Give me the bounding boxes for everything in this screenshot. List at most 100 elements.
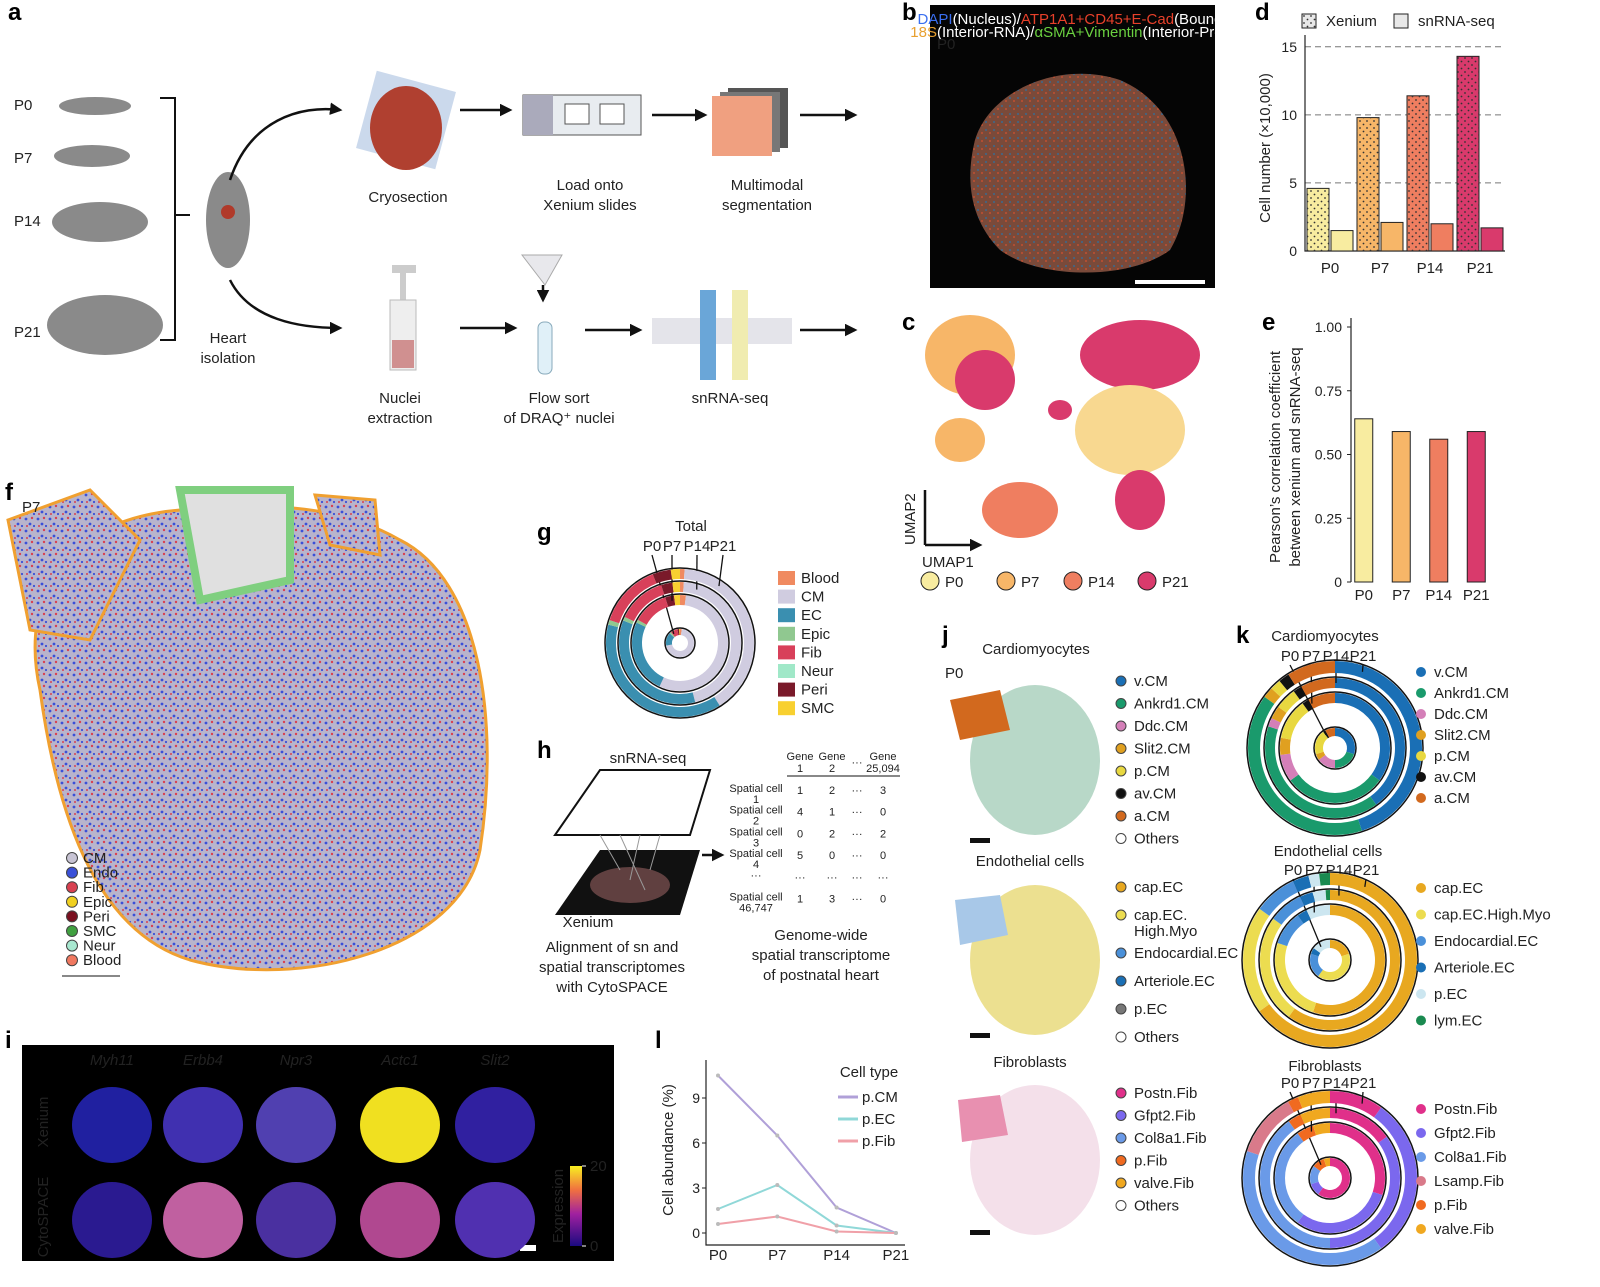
donut-segment — [1313, 1158, 1327, 1171]
legend-swatch — [1115, 1200, 1127, 1211]
y-axis-label: Cell abundance (%) — [660, 1084, 677, 1216]
expression-map — [72, 1087, 152, 1163]
donut-segment — [1335, 693, 1390, 781]
donut-segment — [1335, 678, 1405, 805]
donut-segment — [1315, 751, 1326, 760]
donut-segment — [618, 620, 696, 704]
table-header: Gene — [787, 751, 814, 763]
donut-segment — [1273, 896, 1305, 925]
legend-label: Gfpt2.Fib — [1134, 1108, 1196, 1125]
legend-label: Peri — [801, 682, 828, 699]
donut-segment — [631, 622, 664, 687]
point — [834, 1223, 839, 1228]
legend-label: Blood — [801, 570, 839, 587]
legend-label: Others — [1134, 831, 1179, 848]
legend-swatch — [1115, 698, 1127, 709]
donut-segment — [1325, 890, 1330, 901]
point — [716, 1207, 720, 1211]
ring-outline — [1273, 903, 1387, 1017]
y-tick-label: 0 — [1334, 574, 1342, 590]
panel-a-graphics — [47, 70, 858, 380]
donut-segment — [661, 582, 674, 595]
donut-segment — [677, 629, 680, 636]
panel-letter: j — [941, 622, 949, 649]
legend-swatch — [778, 664, 795, 678]
legend-label: Gfpt2.Fib — [1434, 1125, 1496, 1142]
legend-swatch — [1115, 743, 1127, 754]
x-tick-label: P14 — [1425, 587, 1452, 604]
umap-axes — [923, 490, 980, 545]
legend-label: Ankrd1.CM — [1434, 685, 1509, 702]
x-tick-label: P7 — [1392, 587, 1410, 604]
donut-segment — [1259, 881, 1299, 916]
table-cell: ··· — [852, 872, 863, 884]
legend-swatch — [66, 895, 78, 908]
step-label: extraction — [367, 410, 432, 427]
ring-outline — [1308, 1156, 1352, 1200]
donut-segment — [1247, 1101, 1294, 1155]
donut-segment — [1293, 686, 1307, 700]
ring-label: P0 — [643, 538, 661, 555]
ring-outline — [617, 580, 743, 706]
x-tick-label: P7 — [768, 1247, 786, 1264]
legend-label: Fib — [801, 644, 822, 661]
donut-segment — [652, 569, 672, 584]
legend-swatch — [1416, 667, 1426, 677]
donut-segment — [1330, 1091, 1382, 1118]
legend-swatch — [778, 682, 795, 697]
y-tick-label: 0 — [692, 1225, 700, 1241]
expression-map — [360, 1087, 440, 1163]
label: P0 — [945, 665, 963, 682]
label: spatial transcriptomes — [539, 959, 685, 976]
donut-segment — [1264, 688, 1281, 704]
legend-swatch — [1416, 989, 1426, 999]
donut-segment — [1278, 691, 1300, 713]
caption-part: DAPI — [918, 11, 953, 28]
donut-segment — [1297, 910, 1311, 924]
caption-part: (Boundary)/ — [1174, 11, 1253, 28]
group-title: Cardiomyocytes — [982, 641, 1090, 658]
donut-segment — [1312, 890, 1327, 902]
legend-label: p.Fib — [1134, 1153, 1167, 1170]
bar-hatch — [1307, 188, 1329, 251]
donut-segment — [659, 595, 729, 691]
ring-label: P21 — [1350, 648, 1377, 665]
caption-part: 18S — [910, 24, 937, 41]
legend-swatch — [1416, 688, 1426, 698]
donut-segment — [665, 595, 676, 607]
legend-label: Endocardial.EC — [1134, 945, 1238, 962]
step-label: Flow sort — [529, 390, 591, 407]
point — [775, 1133, 780, 1138]
ring-outline — [630, 593, 730, 693]
donut-segment — [684, 569, 755, 706]
label: Cell type — [840, 1064, 898, 1081]
row-label: Spatial cell — [729, 848, 782, 860]
y-tick-label: 0 — [1289, 243, 1297, 259]
legend-label: P0 — [945, 574, 963, 591]
donut-segment — [1292, 875, 1312, 893]
legend-label: p.CM — [862, 1089, 898, 1106]
legend-swatch — [1416, 1152, 1426, 1162]
legend-label: Arteriole.EC — [1134, 973, 1215, 990]
caption-part: (Nucleus)/ — [953, 11, 1022, 28]
legend-swatch — [1416, 730, 1426, 740]
donut-segment — [1275, 943, 1317, 1013]
ring-label: P7 — [1302, 648, 1320, 665]
legend-swatch — [1115, 1155, 1127, 1166]
table-cell: 3 — [880, 785, 886, 797]
donut-segment — [1309, 953, 1323, 977]
donut-segment — [1310, 948, 1321, 957]
label: Expression — [550, 1169, 567, 1243]
table-cell: 2 — [880, 828, 886, 840]
donut-segment — [666, 629, 694, 658]
donut-segment — [1297, 1191, 1383, 1233]
panel-letter: c — [902, 309, 915, 336]
ring-label: P14 — [1323, 1075, 1350, 1092]
legend-label: lym.EC — [1434, 1013, 1483, 1030]
donut-segment — [1290, 774, 1380, 803]
legend-swatch — [1416, 1128, 1426, 1138]
table-cell: ··· — [852, 807, 863, 819]
label: of postnatal heart — [763, 967, 880, 984]
age-label: P0 — [14, 97, 32, 114]
